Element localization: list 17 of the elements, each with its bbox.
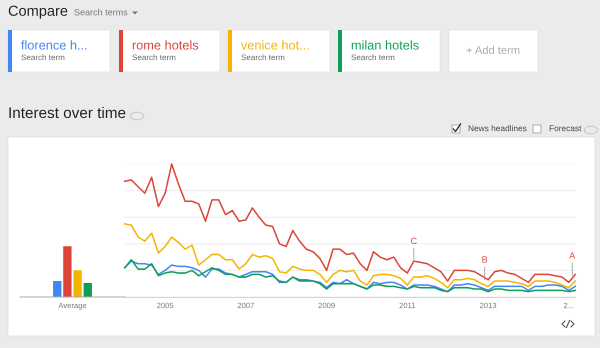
annotation: A bbox=[569, 252, 576, 259]
text: Search terms bbox=[74, 8, 128, 16]
text: milan hotels bbox=[352, 40, 419, 50]
text: Forecast bbox=[550, 125, 582, 132]
chart-title: Interest over time bbox=[9, 106, 126, 118]
text: Search term bbox=[132, 54, 176, 60]
text: florence h... bbox=[21, 40, 87, 50]
text: Search term bbox=[351, 54, 394, 60]
text: rome hotels bbox=[132, 40, 198, 50]
annotation: C bbox=[411, 238, 417, 244]
annotation: B bbox=[482, 256, 488, 263]
text: Search term bbox=[241, 54, 284, 60]
text: venice hot... bbox=[240, 40, 309, 50]
text: News headlines bbox=[468, 125, 527, 132]
text: Search term bbox=[21, 54, 64, 60]
text: + Add term bbox=[466, 46, 520, 54]
text: Compare bbox=[8, 6, 68, 19]
